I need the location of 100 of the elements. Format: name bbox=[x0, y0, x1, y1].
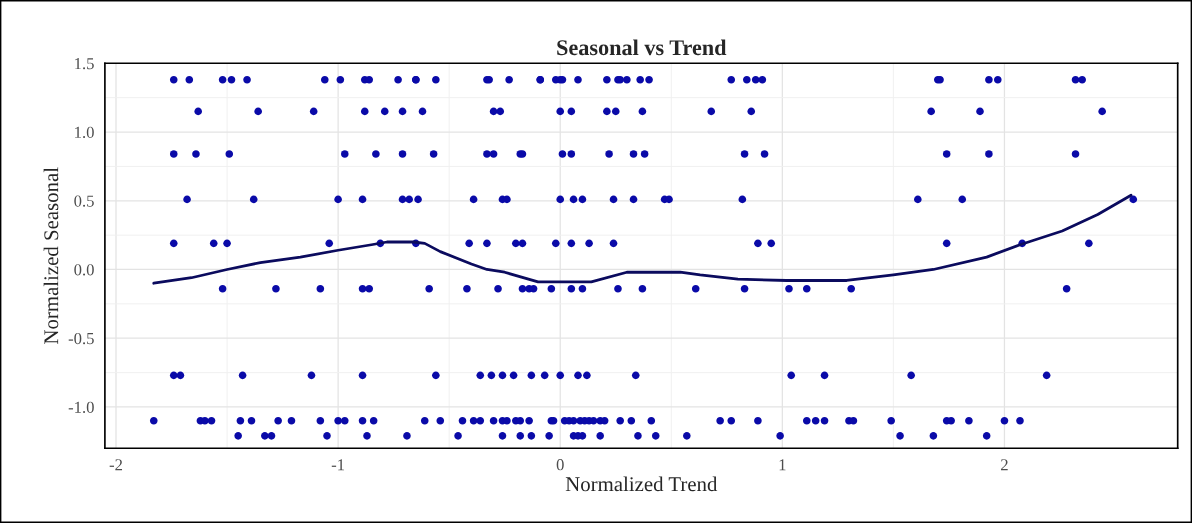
x-tick-label: 1 bbox=[779, 459, 786, 471]
point bbox=[365, 75, 374, 84]
point bbox=[463, 284, 471, 293]
point bbox=[274, 416, 282, 425]
point bbox=[727, 75, 736, 84]
point bbox=[603, 107, 611, 116]
point bbox=[627, 416, 636, 425]
point bbox=[629, 150, 638, 158]
point bbox=[758, 75, 767, 84]
point bbox=[436, 416, 445, 425]
point bbox=[567, 150, 576, 158]
point bbox=[683, 432, 691, 440]
x-tick-label: -1 bbox=[331, 459, 345, 471]
point bbox=[249, 195, 258, 204]
point bbox=[896, 432, 904, 440]
point bbox=[551, 239, 560, 248]
point bbox=[947, 416, 955, 425]
point bbox=[623, 75, 631, 84]
x-tick-label: -2 bbox=[109, 459, 123, 471]
point bbox=[398, 150, 407, 158]
point bbox=[243, 75, 251, 84]
point bbox=[432, 371, 440, 380]
point bbox=[498, 371, 507, 380]
point bbox=[651, 432, 660, 440]
point bbox=[429, 150, 438, 158]
y-tick-label: 0.5 bbox=[74, 195, 94, 207]
point bbox=[516, 416, 525, 425]
point bbox=[336, 75, 345, 84]
point bbox=[645, 75, 653, 84]
point bbox=[638, 284, 647, 293]
point bbox=[505, 75, 513, 84]
point bbox=[209, 239, 218, 248]
point bbox=[358, 371, 367, 380]
point bbox=[1000, 416, 1009, 425]
y-tick-label: 1.5 bbox=[75, 58, 94, 70]
point bbox=[907, 371, 915, 380]
point bbox=[261, 432, 269, 440]
point bbox=[1098, 107, 1106, 116]
point bbox=[218, 75, 227, 84]
point bbox=[516, 432, 525, 440]
point bbox=[394, 75, 402, 84]
point bbox=[785, 284, 793, 293]
point bbox=[425, 284, 433, 293]
point bbox=[527, 432, 536, 440]
point bbox=[465, 239, 473, 248]
point bbox=[309, 107, 318, 116]
point bbox=[454, 432, 462, 440]
point bbox=[512, 239, 520, 248]
point bbox=[634, 432, 642, 440]
point bbox=[1062, 284, 1071, 293]
point bbox=[616, 416, 624, 425]
point bbox=[887, 416, 895, 425]
y-tick-label: 0.0 bbox=[74, 264, 94, 276]
point bbox=[458, 416, 467, 425]
point bbox=[802, 284, 811, 293]
point bbox=[420, 416, 429, 425]
point bbox=[927, 107, 935, 116]
point bbox=[238, 371, 247, 380]
point bbox=[432, 75, 440, 84]
point bbox=[218, 284, 227, 293]
point bbox=[527, 371, 536, 380]
point bbox=[469, 195, 478, 204]
point bbox=[380, 107, 389, 116]
point bbox=[518, 284, 527, 293]
point bbox=[767, 239, 776, 248]
point bbox=[509, 371, 518, 380]
point bbox=[169, 150, 178, 158]
point bbox=[254, 107, 262, 116]
point bbox=[847, 284, 855, 293]
point bbox=[760, 150, 769, 158]
point bbox=[503, 416, 511, 425]
point bbox=[740, 284, 749, 293]
point bbox=[325, 239, 334, 248]
point bbox=[489, 107, 498, 116]
point bbox=[609, 195, 618, 204]
point bbox=[498, 432, 507, 440]
point bbox=[811, 416, 820, 425]
point bbox=[942, 239, 951, 248]
point bbox=[605, 150, 613, 158]
point bbox=[398, 107, 407, 116]
point bbox=[363, 432, 371, 440]
point bbox=[631, 371, 640, 380]
x-tick-label: 2 bbox=[1001, 459, 1008, 471]
y-axis-title: Normalized Seasonal bbox=[43, 167, 59, 344]
point bbox=[340, 150, 349, 158]
point bbox=[638, 107, 647, 116]
y-tick-label: -1.0 bbox=[68, 401, 94, 413]
point bbox=[574, 75, 582, 84]
point bbox=[585, 239, 593, 248]
point bbox=[149, 416, 158, 425]
point bbox=[334, 416, 342, 425]
point bbox=[360, 107, 369, 116]
point bbox=[556, 195, 565, 204]
point bbox=[185, 75, 194, 84]
point bbox=[489, 416, 498, 425]
point bbox=[487, 371, 496, 380]
point bbox=[976, 107, 984, 116]
point bbox=[176, 371, 185, 380]
point bbox=[985, 150, 993, 158]
point bbox=[609, 239, 618, 248]
